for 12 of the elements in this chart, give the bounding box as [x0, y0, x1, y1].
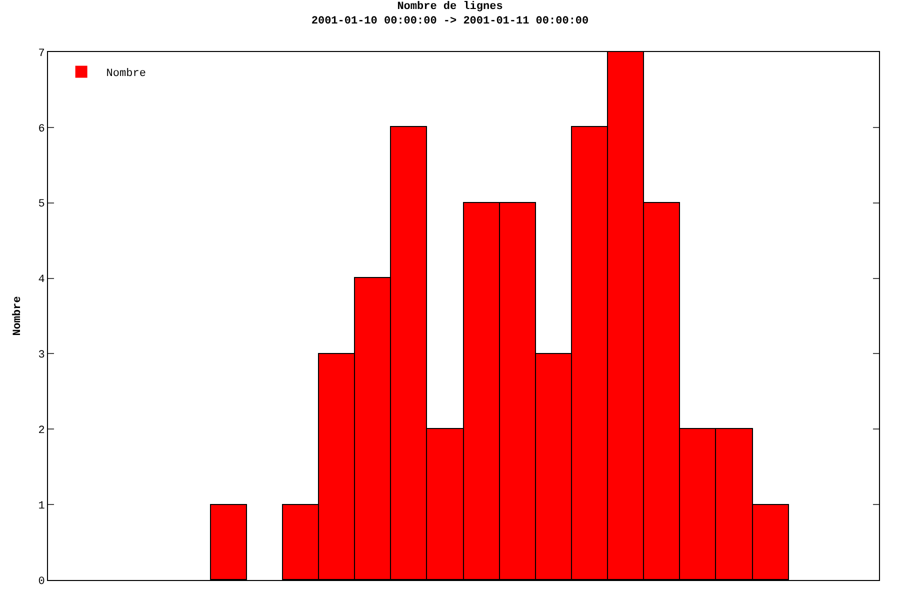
y-tick-label: 6: [38, 123, 45, 136]
y-tick-label: 1: [38, 500, 46, 512]
y-tick-label: 5: [38, 198, 45, 211]
chart-title: Nombre de lignes: [397, 1, 503, 13]
legend-label: Nombre: [106, 68, 146, 80]
y-tick-label: 3: [38, 350, 45, 362]
y-tick-label: 4: [38, 274, 46, 286]
y-tick-label: 0: [38, 576, 45, 588]
chart-subtitle: 2001-01-10 00:00:00 -> 2001-01-11 00:00:00: [311, 15, 589, 28]
y-tick-label: 7: [38, 48, 45, 60]
y-axis-title: Nombre: [12, 296, 24, 336]
y-tick-label: 2: [38, 424, 45, 437]
